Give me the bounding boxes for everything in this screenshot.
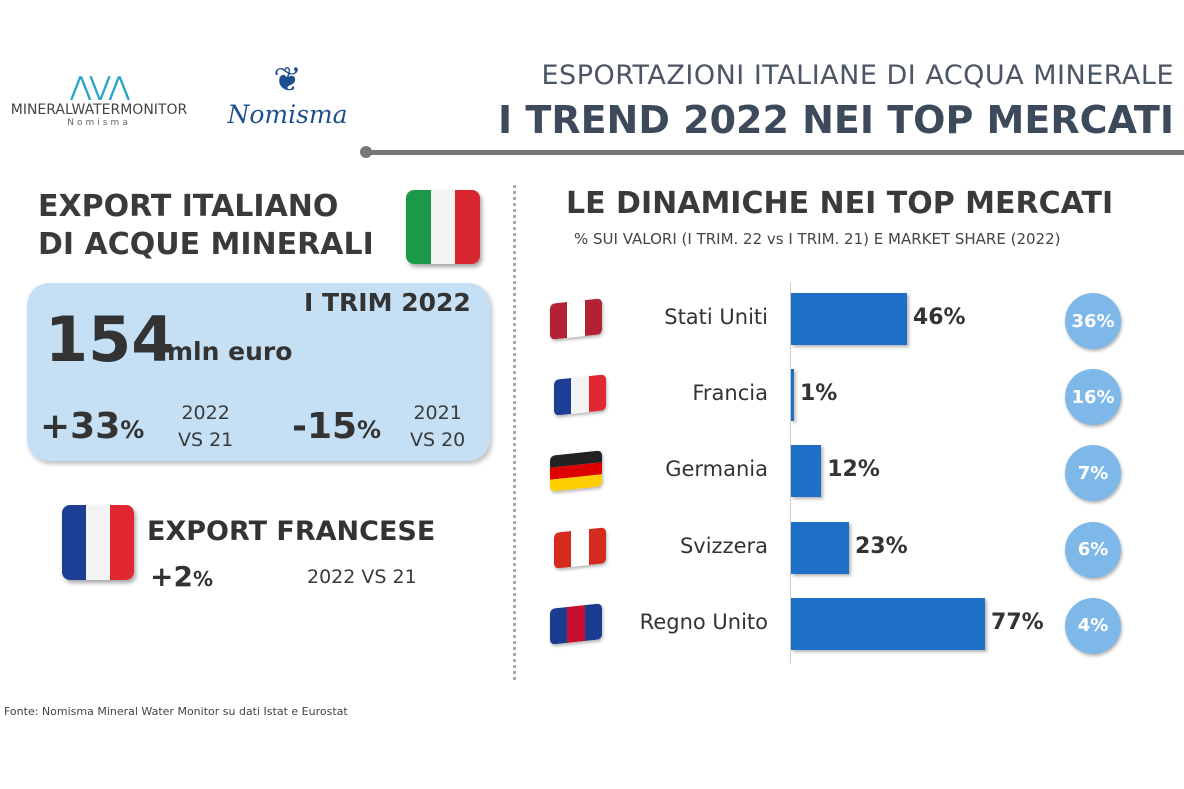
change2-label: 2021 bbox=[413, 402, 462, 424]
chart-title: LE DINAMICHE NEI TOP MERCATI bbox=[566, 186, 1114, 221]
nomisma-emblem-icon: ❦ bbox=[273, 60, 302, 100]
market-share-badge: 4% bbox=[1065, 597, 1121, 654]
bar-value-label: 23% bbox=[854, 533, 908, 559]
bar-value-label: 1% bbox=[800, 381, 838, 407]
market-share-badge: 36% bbox=[1065, 293, 1121, 349]
pct-sign: % bbox=[357, 416, 382, 444]
french-export-title: EXPORT FRANCESE bbox=[147, 516, 436, 547]
header-title-line1: ESPORTAZIONI ITALIANE DI ACQUA MINERALE bbox=[541, 60, 1174, 91]
country-label: Francia bbox=[692, 381, 768, 406]
export-value: 154 bbox=[45, 303, 175, 376]
chart-subtitle: % SUI VALORI (I TRIM. 22 vs I TRIM. 21) … bbox=[574, 230, 1061, 248]
change1-label2: VS 21 bbox=[178, 429, 234, 451]
market-share-badge: 6% bbox=[1065, 521, 1121, 578]
bar-stati-uniti bbox=[791, 293, 907, 345]
bar-francia bbox=[791, 369, 794, 422]
title-line2: DI ACQUE MINERALI bbox=[38, 227, 374, 262]
mwm-logo-text: MINERALWATERMONITOR bbox=[10, 102, 188, 118]
italy-flag-icon bbox=[406, 190, 480, 264]
mineral-water-monitor-logo: ⋀⋁⋀ MINERALWATERMONITOR Nomisma bbox=[4, 72, 194, 128]
italian-export-box bbox=[27, 283, 490, 461]
period-label: I TRIM 2022 bbox=[304, 288, 471, 317]
france-flag-icon bbox=[62, 505, 134, 580]
bar-regno-unito bbox=[791, 597, 986, 650]
header-divider bbox=[366, 150, 1184, 155]
bar-value-label: 46% bbox=[912, 305, 966, 330]
bar-germania bbox=[791, 445, 822, 498]
mwm-logo-icon: ⋀⋁⋀ bbox=[70, 72, 130, 102]
country-label: Svizzera bbox=[679, 533, 768, 558]
pct-sign: % bbox=[192, 567, 213, 591]
italian-export-title: EXPORT ITALIANO DI ACQUE MINERALI bbox=[38, 188, 374, 264]
french-change: +2 bbox=[150, 560, 193, 593]
change-2021: -15 bbox=[292, 406, 358, 447]
country-label: Regno Unito bbox=[639, 609, 768, 634]
header-divider-dot bbox=[360, 146, 372, 158]
change-2022: +33 bbox=[40, 406, 121, 447]
market-share-badge: 7% bbox=[1065, 445, 1121, 502]
change1-label: 2022 bbox=[181, 402, 230, 424]
bar-svizzera bbox=[791, 521, 849, 574]
nomisma-logo: ❦ Nomisma bbox=[215, 60, 360, 129]
column-divider bbox=[513, 185, 516, 680]
export-unit: mln euro bbox=[167, 337, 293, 366]
title-line1: EXPORT ITALIANO bbox=[38, 189, 339, 224]
market-share-badge: 16% bbox=[1065, 369, 1121, 426]
header-title-line2: I TREND 2022 NEI TOP MERCATI bbox=[498, 98, 1174, 142]
nomisma-logo-text: Nomisma bbox=[227, 100, 348, 129]
pct-sign: % bbox=[120, 416, 145, 444]
chart-axis bbox=[790, 282, 791, 664]
change2-label2: VS 20 bbox=[410, 429, 466, 451]
french-change-label: 2022 VS 21 bbox=[307, 566, 417, 588]
country-label: Stati Uniti bbox=[664, 305, 768, 329]
source-note: Fonte: Nomisma Mineral Water Monitor su … bbox=[4, 705, 348, 718]
country-label: Germania bbox=[665, 457, 768, 482]
mwm-logo-sub: Nomisma bbox=[67, 118, 131, 128]
bar-value-label: 12% bbox=[827, 457, 880, 483]
bar-value-label: 77% bbox=[991, 609, 1044, 635]
